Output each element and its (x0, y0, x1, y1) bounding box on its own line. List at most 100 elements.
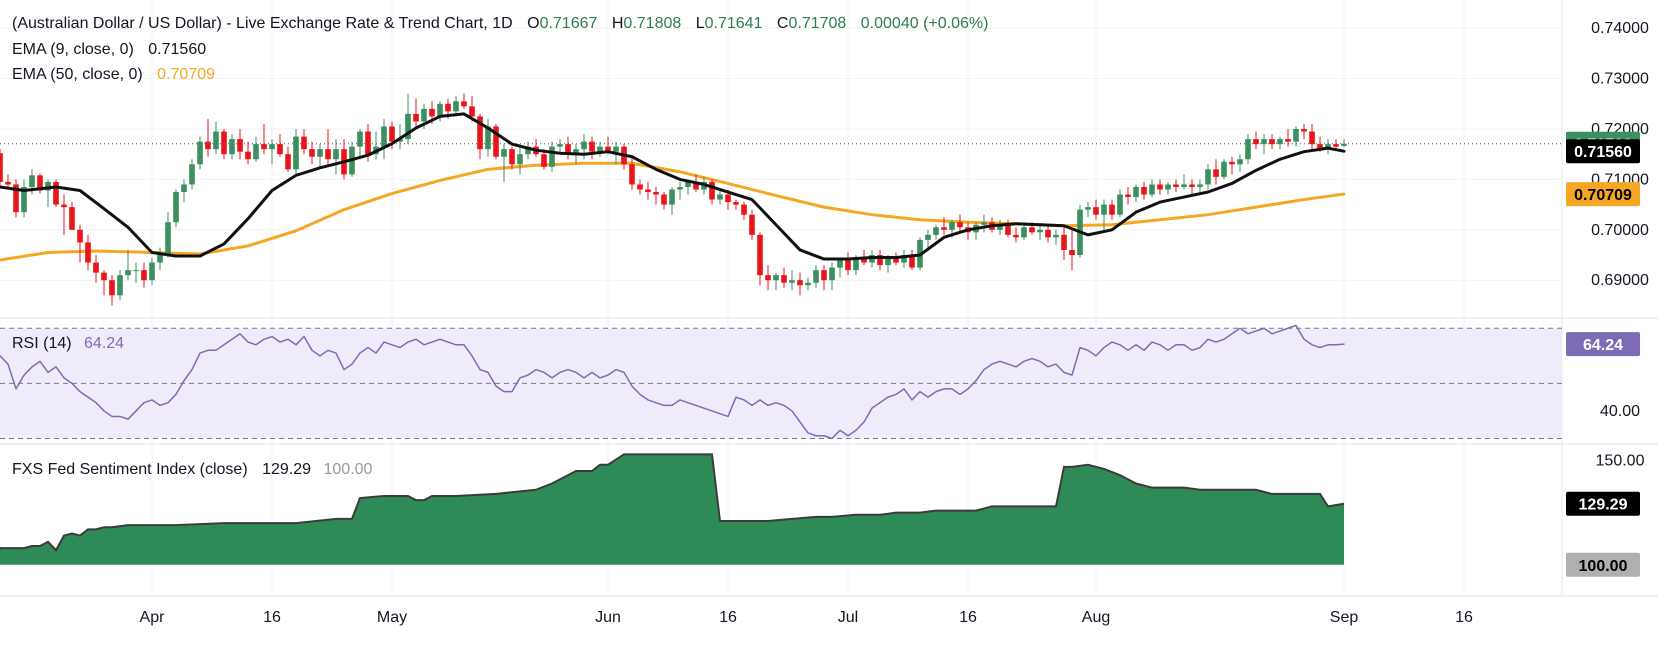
fxs-badge-bg (1566, 491, 1640, 516)
candle-body (661, 194, 667, 205)
candle (117, 270, 123, 301)
candle-body (1037, 229, 1043, 233)
candle-body (1101, 204, 1107, 215)
candle-body (861, 257, 867, 263)
candle (837, 257, 843, 278)
rsi-legend-label: RSI (14) (12, 335, 72, 352)
ema50-badge-text: 0.70709 (1574, 187, 1632, 204)
candle (197, 136, 203, 170)
candle-body (1181, 184, 1187, 187)
candle-body (381, 126, 387, 147)
candle-body (573, 149, 579, 155)
candle-body (957, 222, 963, 228)
candle (1333, 139, 1339, 150)
candle (677, 181, 683, 200)
candle (1253, 131, 1259, 150)
candle-body (141, 270, 147, 281)
candle (317, 144, 323, 167)
candle-body (581, 141, 587, 150)
candle (189, 159, 195, 190)
candle-body (1205, 169, 1211, 185)
candle-body (909, 255, 915, 268)
candle-body (269, 144, 275, 150)
candle-body (757, 234, 763, 276)
candle-body (1293, 129, 1299, 142)
candle (0, 149, 3, 187)
candle-body (317, 149, 323, 157)
candle (597, 141, 603, 157)
candle (1061, 227, 1067, 261)
candle-body (117, 275, 123, 296)
candle-body (333, 149, 339, 160)
high-value: 0.71808 (623, 15, 681, 32)
candle-body (1221, 161, 1227, 177)
candle-body (1213, 169, 1219, 177)
candle-body (645, 189, 651, 193)
candle-body (1341, 143, 1347, 146)
candle (53, 179, 59, 208)
candle (157, 247, 163, 271)
candle (845, 252, 851, 276)
x-tick-label: Aug (1082, 609, 1110, 626)
ema50-line (0, 161, 1346, 262)
ema50-legend-value: 0.70709 (157, 66, 215, 83)
candle (765, 265, 771, 291)
candle-body (181, 184, 187, 193)
candle (69, 202, 75, 230)
candle (653, 186, 659, 205)
candle (821, 265, 827, 291)
candle (13, 179, 19, 218)
candle-body (997, 224, 1003, 230)
candle (1021, 224, 1027, 240)
open-value: 0.71667 (540, 15, 598, 32)
candle-body (741, 204, 747, 215)
candle (797, 272, 803, 296)
candle-body (1325, 144, 1331, 150)
candle-body (437, 103, 443, 117)
candle (93, 255, 99, 283)
candle-body (733, 202, 739, 205)
high-label: H (612, 15, 624, 32)
candle (405, 93, 411, 145)
candle-body (925, 234, 931, 240)
candle-body (677, 186, 683, 190)
candle-body (605, 146, 611, 152)
candle-body (1093, 207, 1099, 215)
candle (1285, 129, 1291, 147)
x-tick-label: 16 (959, 609, 977, 626)
candle-body (629, 164, 635, 185)
candle-body (797, 280, 803, 286)
candle-body (549, 146, 555, 167)
candle-body (1197, 184, 1203, 187)
candle-body (717, 194, 723, 200)
candle-body (589, 141, 595, 152)
candle (301, 129, 307, 155)
candle (1133, 184, 1139, 203)
price-tick-label: 0.73000 (1591, 71, 1649, 88)
candle (1013, 227, 1019, 243)
candle-body (213, 131, 219, 150)
fxs-area (0, 454, 1344, 565)
candle-body (1149, 184, 1155, 195)
candle (757, 232, 763, 286)
candle-body (821, 270, 827, 281)
candle (909, 249, 915, 271)
candle (1269, 134, 1275, 150)
candle (1141, 181, 1147, 200)
candle (229, 134, 235, 160)
candle-body (125, 270, 131, 276)
low-value: 0.71641 (705, 15, 763, 32)
header-legend: (Australian Dollar / US Dollar) - Live E… (12, 15, 988, 478)
candle-body (1109, 204, 1115, 215)
x-tick-label: 16 (719, 609, 737, 626)
fxs-line (0, 453, 1345, 552)
x-tick-label: Sep (1330, 609, 1359, 626)
candle (437, 101, 443, 122)
candle (1237, 154, 1243, 172)
candle (21, 179, 27, 218)
candle (325, 129, 331, 165)
chart-title: (Australian Dollar / US Dollar) - Live E… (12, 15, 513, 32)
candle-body (0, 153, 3, 182)
candle-body (765, 275, 771, 281)
